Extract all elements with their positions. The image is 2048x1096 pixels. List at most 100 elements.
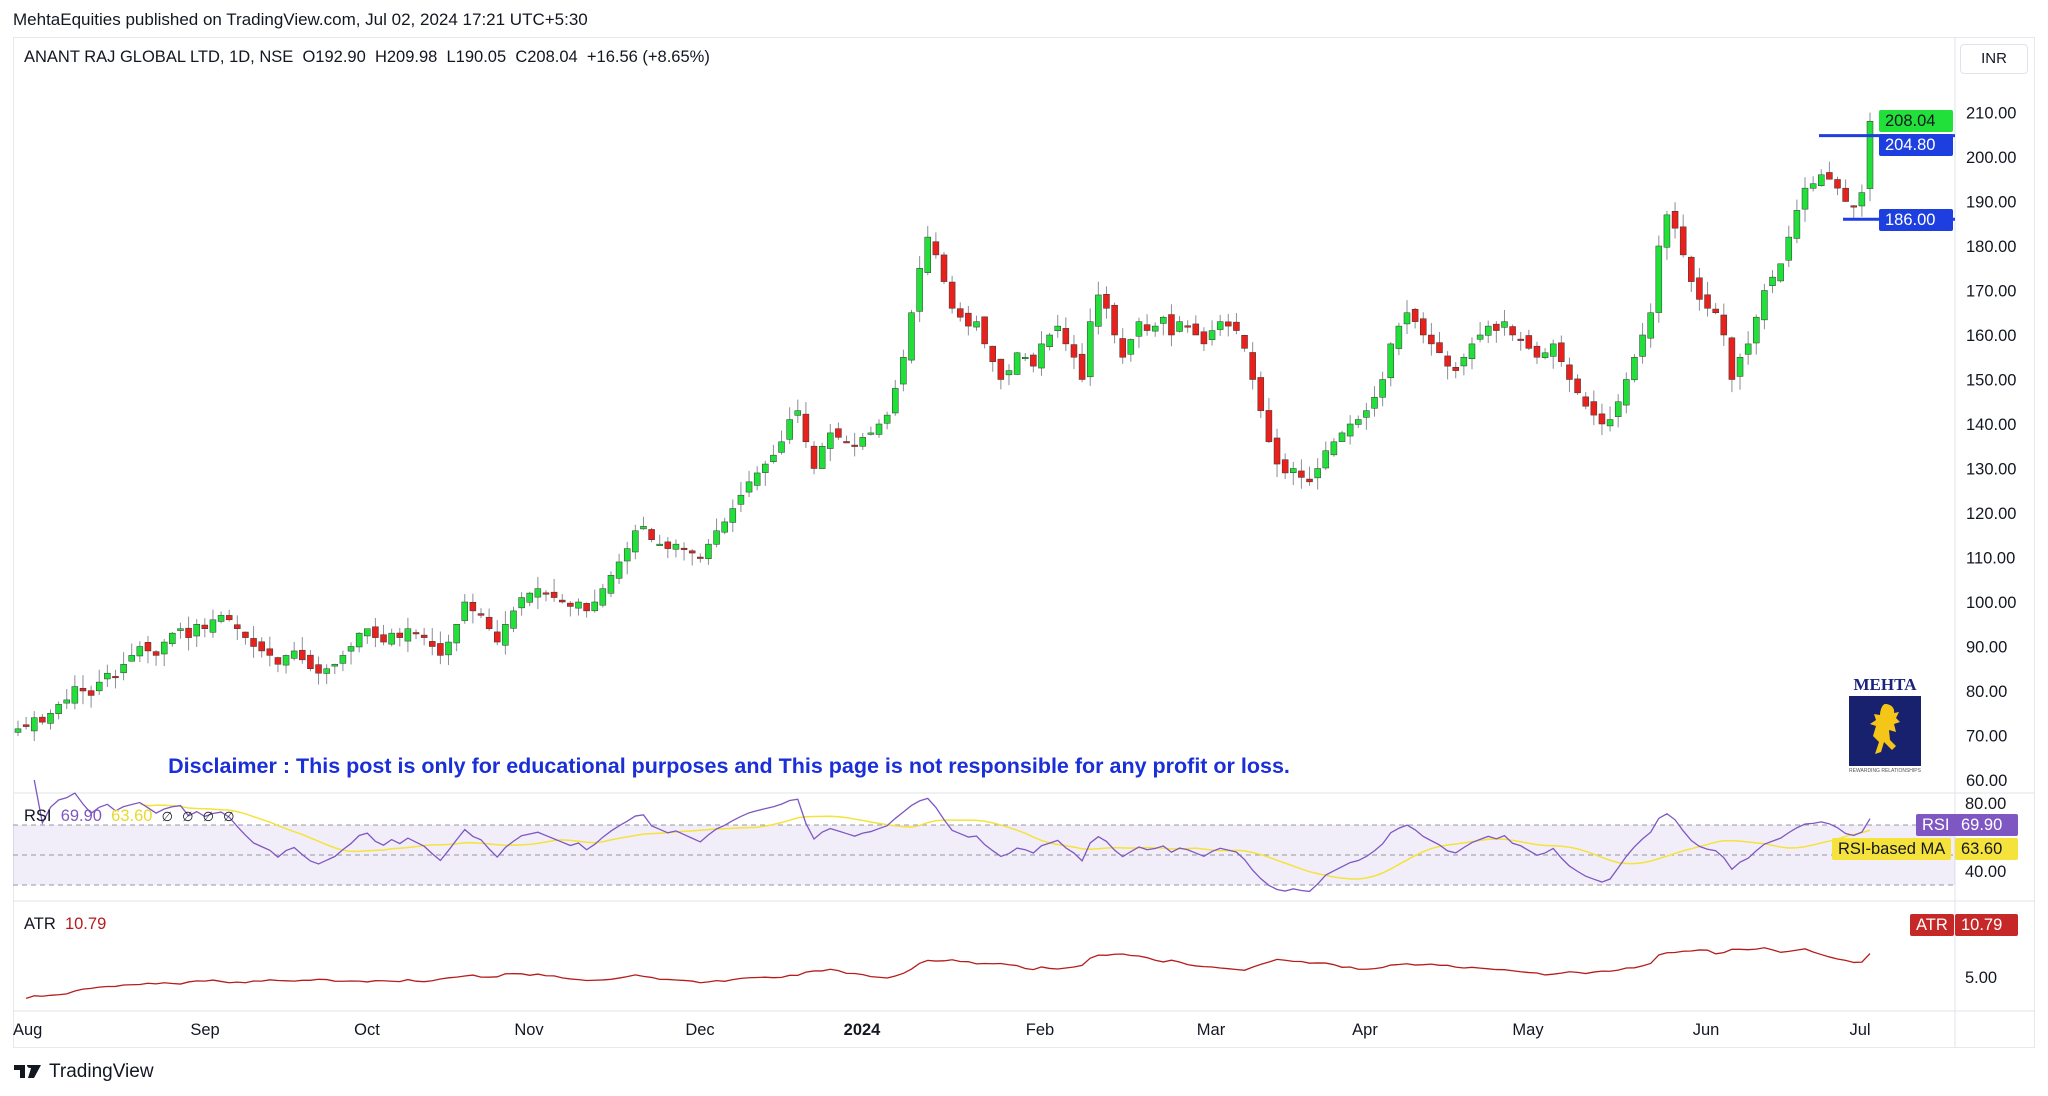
atr-line — [25, 947, 1871, 1000]
time-label: Jul — [1849, 1021, 1871, 1039]
candle-down — [932, 241, 940, 256]
candle-up — [1371, 397, 1378, 409]
rsi-name-tag: RSI — [1916, 814, 1956, 836]
candle-up — [1549, 343, 1557, 357]
candle-up — [1484, 325, 1492, 336]
candle-down — [307, 654, 314, 670]
candle-up — [1038, 343, 1045, 369]
upper-level-tag: 204.80 — [1879, 134, 1953, 156]
legend-open: O192.90 — [302, 48, 366, 66]
candle-down — [981, 316, 988, 345]
time-label: Oct — [354, 1021, 380, 1039]
price-axis-label: 190.00 — [1966, 194, 2016, 212]
rsi-label[interactable]: RSI — [24, 807, 52, 825]
time-label: Feb — [1025, 1021, 1055, 1039]
atr-legend-value: 10.79 — [64, 915, 107, 933]
candle-down — [1419, 318, 1427, 336]
candle-up — [1395, 325, 1403, 349]
price-axis-label: 160.00 — [1966, 327, 2016, 345]
price-axis-label: 60.00 — [1966, 772, 2007, 790]
time-label: Mar — [1196, 1021, 1226, 1039]
candle-down — [1671, 210, 1679, 229]
candle-down — [1679, 226, 1687, 256]
candle-up — [1387, 343, 1395, 379]
candle-up — [1639, 334, 1646, 357]
candle-up — [1541, 352, 1549, 358]
candle-up — [1095, 294, 1102, 327]
candle-up — [510, 610, 517, 629]
candle-up — [1290, 468, 1297, 473]
candle-down — [1533, 345, 1541, 358]
candle-down — [558, 599, 566, 603]
price-axis-label: 70.00 — [1966, 728, 2007, 746]
candle-up — [1818, 174, 1825, 187]
candle-up — [1809, 183, 1817, 189]
candle-up — [388, 632, 395, 645]
candle-up — [599, 588, 607, 606]
candle-up — [30, 717, 38, 732]
candle-up — [729, 508, 737, 523]
atr-value-tag: 10.79 — [1955, 914, 2018, 936]
time-label: May — [1512, 1021, 1544, 1039]
candle-down — [299, 649, 306, 661]
candle-up — [209, 619, 217, 633]
candle-up — [883, 414, 891, 424]
rsi-axis-40: 40.00 — [1965, 863, 2007, 881]
candle-up — [404, 628, 412, 642]
candle-up — [502, 624, 509, 646]
candle-down — [1574, 378, 1581, 394]
candle-up — [1631, 357, 1638, 381]
candle-up — [347, 646, 355, 652]
candle-down — [485, 616, 493, 629]
rsi-legend: RSI 69.90 63.60 ∅ ∅ ∅ ∅ — [24, 807, 234, 826]
chart-frame — [13, 37, 2035, 1048]
candle-down — [851, 444, 858, 447]
candle-up — [786, 419, 793, 440]
candle-up — [1663, 214, 1671, 248]
candle-down — [144, 642, 152, 652]
candle-down — [1834, 179, 1841, 189]
candle-up — [1021, 357, 1029, 359]
candle-down — [1566, 364, 1573, 380]
candle-down — [242, 631, 249, 638]
symbol-name[interactable]: ANANT RAJ GLOBAL LTD, 1D, NSE — [24, 48, 294, 66]
candle-down — [1241, 335, 1248, 349]
lion-icon — [1849, 696, 1921, 766]
candle-up — [615, 561, 623, 579]
candle-down — [648, 529, 655, 540]
candle-down — [802, 413, 810, 443]
candle-down — [688, 550, 696, 554]
lower-level-tag: 186.00 — [1879, 209, 1953, 231]
candle-down — [1712, 308, 1719, 313]
candle-up — [217, 615, 225, 622]
candle-up — [323, 668, 330, 674]
candle-down — [315, 664, 322, 674]
candle-down — [1298, 470, 1305, 478]
candle-up — [892, 388, 899, 414]
candle-up — [177, 628, 184, 631]
candle-up — [445, 641, 452, 656]
candle-down — [225, 615, 233, 621]
candle-down — [1444, 355, 1451, 367]
candle-up — [364, 628, 371, 637]
price-axis-label: 100.00 — [1966, 594, 2016, 612]
logo-title: MEHTA — [1853, 675, 1917, 694]
candle-down — [697, 556, 704, 559]
candle-down — [1436, 342, 1443, 354]
candle-down — [1070, 344, 1078, 358]
currency-button[interactable]: INR — [1960, 44, 2028, 74]
candle-down — [1030, 354, 1037, 367]
candle-down — [940, 254, 948, 282]
tradingview-brand[interactable]: TradingView — [14, 1061, 154, 1083]
price-axis-label: 120.00 — [1966, 505, 2016, 523]
time-label: 2024 — [843, 1021, 881, 1039]
candle-down — [1428, 334, 1435, 345]
candle-down — [567, 602, 574, 607]
atr-name-tag: ATR — [1910, 914, 1954, 936]
atr-label[interactable]: ATR — [24, 915, 56, 933]
price-axis-label: 90.00 — [1966, 639, 2007, 657]
candle-up — [656, 543, 663, 546]
candle-down — [1249, 352, 1256, 380]
candle-up — [672, 543, 680, 550]
